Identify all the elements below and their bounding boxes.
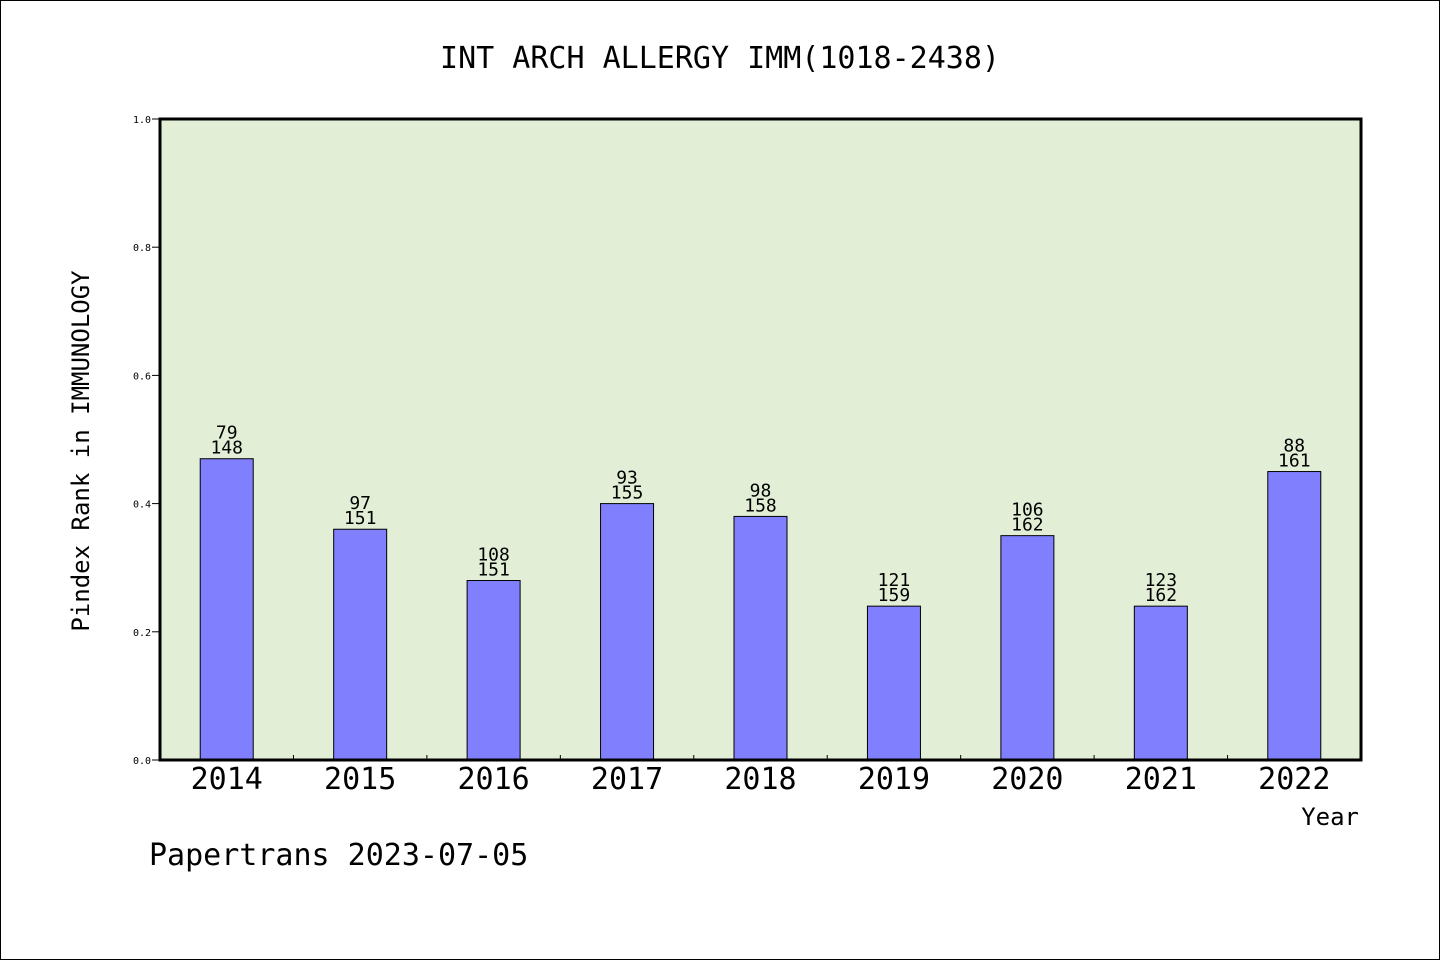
x-tick-label: 2019 [858,762,930,797]
bar-label-bottom: 151 [344,508,377,529]
bar [866,605,921,761]
bar [1000,535,1055,761]
bar-label-top: 123 [1145,570,1178,591]
x-tick-label: 2015 [324,762,396,797]
bar-label-bottom: 162 [1011,515,1044,536]
bar-label-top: 121 [878,570,911,591]
bar [1267,471,1322,761]
bar-label-bottom: 158 [744,495,777,516]
y-tick-label: 0.0 [133,756,151,767]
bar-label-bottom: 161 [1278,451,1311,472]
chart-title: INT ARCH ALLERGY IMM(1018-2438) [440,41,1000,76]
bar-label-top: 93 [616,468,638,489]
bar-label-bottom: 162 [1145,585,1178,606]
x-axis: 2014 2015 2016 2017 2018 2019 2020 2021 2022 [191,755,1330,797]
bar-label-bottom: 148 [210,438,243,459]
y-axis: 0.0 0.2 0.4 0.6 0.8 1.0 [133,115,160,767]
bar [466,580,521,761]
x-axis-label: Year [1301,803,1359,831]
y-tick-label: 1.0 [133,115,151,126]
plot-border [158,117,1363,762]
bar [333,528,388,761]
bar-label-top: 98 [750,480,772,501]
y-tick-label: 0.2 [133,628,151,639]
bar-label-bottom: 151 [477,560,510,581]
y-tick-label: 0.8 [133,243,151,254]
bar-label-top: 106 [1011,500,1044,521]
x-tick-label: 2017 [591,762,663,797]
bar-label-top: 108 [477,545,510,566]
x-tick-label: 2018 [724,762,796,797]
x-tick-label: 2022 [1258,762,1330,797]
y-tick-label: 0.4 [133,500,151,511]
x-tick-label: 2016 [457,762,529,797]
bar [733,515,788,761]
x-tick-label: 2020 [991,762,1063,797]
bar-label-top: 79 [216,423,238,444]
bar [1133,605,1188,761]
y-tick-label: 0.6 [133,371,151,382]
bar-label-bottom: 155 [611,483,644,504]
bar [199,458,254,761]
footer-text: Papertrans 2023-07-05 [149,838,528,873]
y-axis-label: Pindex Rank in IMMUNOLOGY [67,270,95,632]
bar [600,503,655,761]
bar-label-top: 88 [1283,436,1305,457]
bar-label-bottom: 159 [878,585,911,606]
bar-label-top: 97 [349,493,371,514]
x-tick-label: 2021 [1125,762,1197,797]
x-tick-label: 2014 [191,762,263,797]
